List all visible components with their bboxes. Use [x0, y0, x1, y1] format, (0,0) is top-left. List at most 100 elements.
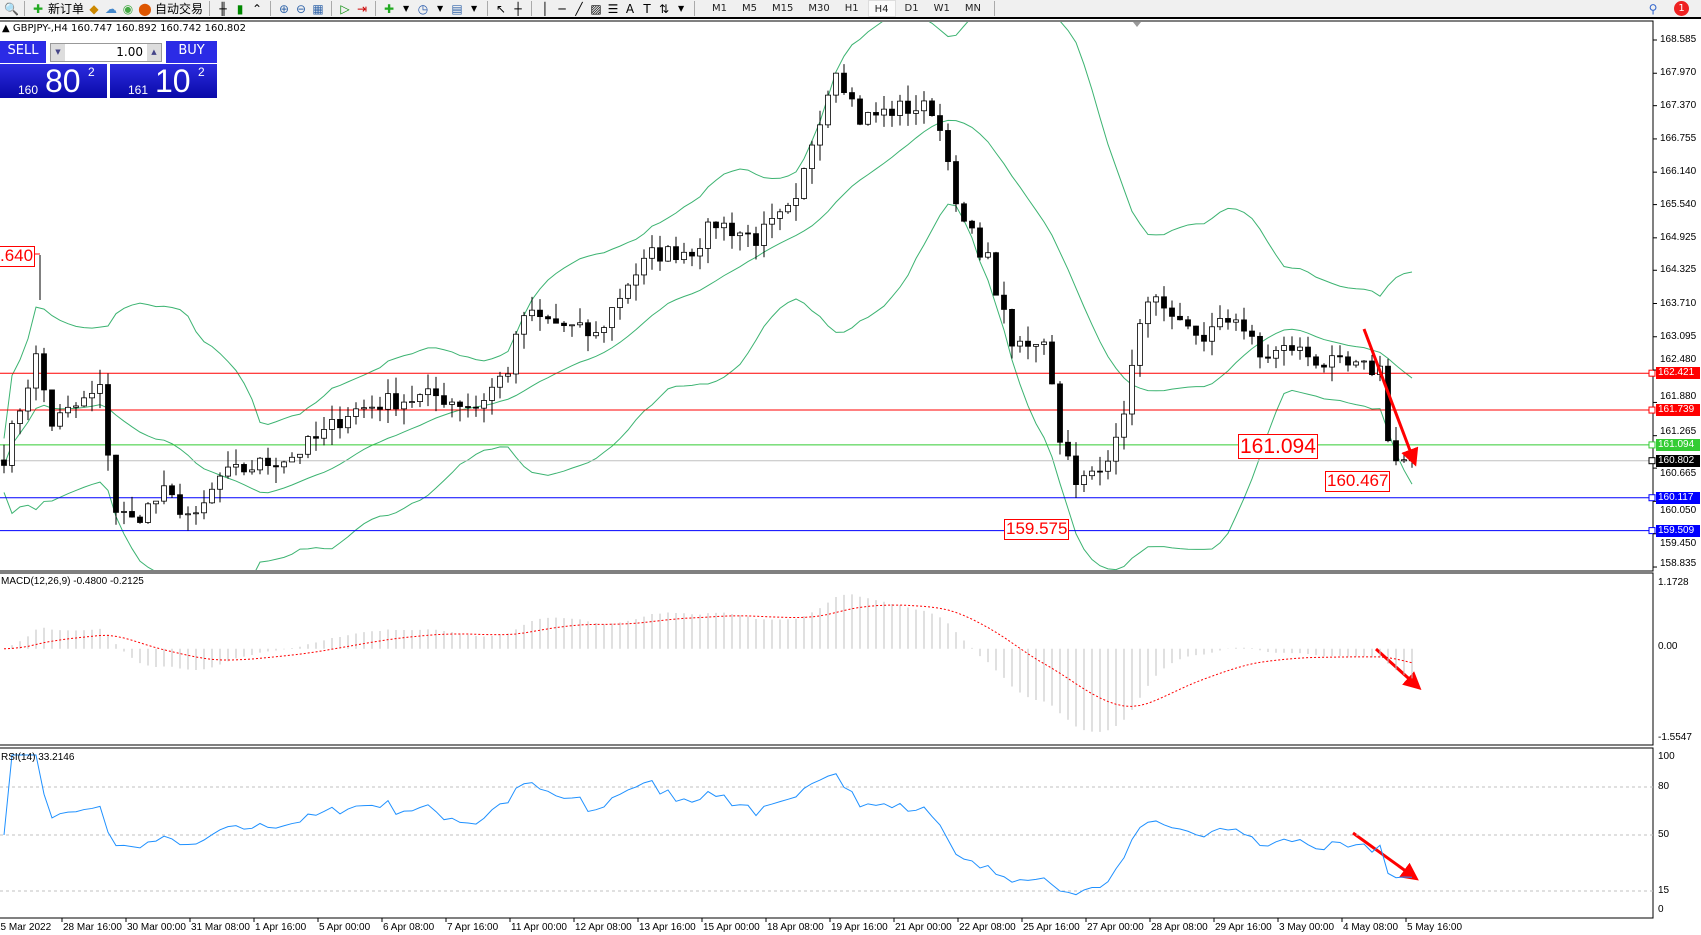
candle-body [265, 457, 271, 467]
new-order-icon: ✚ [32, 1, 44, 16]
candle-body [1065, 441, 1071, 457]
navigator-icon[interactable]: ☁ [105, 1, 118, 16]
candle [169, 483, 175, 499]
candle-body [433, 388, 439, 397]
lot-increase-button[interactable]: ▲ [147, 44, 161, 61]
time-axis-label: 25 Apr 16:00 [1023, 922, 1080, 933]
lot-size-stepper: ▼ 1.00 ▲ [50, 43, 162, 62]
candle [745, 224, 751, 247]
annotation-level[interactable]: 161.094 [1238, 434, 1318, 460]
dropdown-icon[interactable]: ▼ [402, 3, 410, 13]
candle-body [553, 318, 559, 324]
timeframe-m30[interactable]: M30 [808, 3, 830, 14]
separator [331, 1, 333, 16]
macd-label: MACD(12,26,9) -0.4800 -0.2125 [1, 576, 144, 587]
candle-body [233, 464, 239, 468]
candle [1089, 466, 1095, 480]
channel-icon[interactable]: ▨ [590, 1, 602, 16]
candle [545, 314, 551, 324]
auto-trading-button[interactable]: 自动交易 [155, 2, 204, 16]
time-axis-label: 15 Apr 00:00 [703, 922, 760, 933]
signals-icon[interactable]: ◉ [122, 1, 134, 16]
candle-body [1, 459, 7, 466]
lot-size-input[interactable]: 1.00 [116, 45, 143, 59]
candle [1193, 325, 1199, 345]
candle-body [953, 161, 959, 205]
annotation-high[interactable]: .640 [0, 246, 36, 267]
timeframe-m1[interactable]: M1 [712, 3, 728, 14]
cursor-icon[interactable]: ↖ [496, 1, 507, 16]
horizontal-line-icon[interactable]: ─ [558, 1, 566, 16]
rsi-axis-label: 15 [1658, 885, 1670, 896]
candle [505, 366, 511, 383]
indicators-icon[interactable]: ✚ [384, 1, 395, 16]
candle-body [1369, 360, 1375, 376]
candle-body [601, 327, 607, 333]
timeframe-m5[interactable]: M5 [742, 3, 758, 14]
buy-price[interactable]: 161 10 2 [110, 64, 217, 98]
sell-button[interactable]: SELL [0, 41, 46, 63]
candle [1241, 307, 1247, 340]
zoom-in-icon[interactable]: ⊕ [279, 1, 290, 16]
toolbar: 🔍 ✚ 新订单 ◆ ☁ ◉ ⬤ 自动交易 ╫ ▮ ⌃ ⊕ ⊖ ▦ ▷ ⇥ ✚ ▼… [0, 0, 1701, 19]
annotation-swing-low[interactable]: 159.575 [1004, 519, 1070, 540]
candle-body [321, 429, 327, 439]
candle [361, 399, 367, 419]
trendline-icon[interactable]: ╱ [575, 1, 583, 16]
bar-chart-icon[interactable]: ╫ [219, 1, 227, 16]
sell-price[interactable]: 160 80 2 [0, 64, 107, 98]
candle-body [417, 394, 423, 402]
candle-body [1345, 356, 1351, 366]
annotation-recent-low[interactable]: 160.467 [1325, 471, 1391, 492]
candle-body [113, 454, 119, 513]
timeframe-mn[interactable]: MN [964, 3, 981, 14]
chart-shift-icon[interactable]: ⇥ [357, 1, 368, 16]
dropdown-icon[interactable]: ▼ [470, 3, 478, 13]
timeframe-m15[interactable]: M15 [772, 3, 794, 14]
candle-body [1353, 361, 1359, 366]
search-icon[interactable]: ⚲ [1648, 1, 1658, 16]
notification-badge[interactable]: 1 [1674, 1, 1689, 16]
vertical-line-icon[interactable]: │ [541, 1, 549, 16]
dropdown-icon[interactable]: ▼ [677, 3, 685, 13]
candlestick-icon[interactable]: ▮ [236, 1, 244, 16]
timeframe-h4[interactable]: H4 [867, 0, 896, 17]
text-icon[interactable]: A [625, 1, 635, 16]
tile-windows-icon[interactable]: ▦ [312, 1, 324, 16]
dropdown-icon[interactable]: ▼ [436, 3, 444, 13]
candle-body [97, 384, 103, 394]
candle [1369, 354, 1375, 377]
time-axis-label: 30 Mar 00:00 [127, 922, 186, 933]
timeframe-d1[interactable]: D1 [904, 3, 919, 14]
timeframe-w1[interactable]: W1 [933, 3, 950, 14]
zoom-out-icon[interactable]: ⊖ [296, 1, 307, 16]
templates-icon[interactable]: ▤ [451, 1, 463, 16]
candle [1057, 381, 1063, 455]
candle-body [1161, 296, 1167, 309]
time-axis-label: 11 Apr 00:00 [511, 922, 567, 933]
new-order-button[interactable]: 新订单 [48, 2, 85, 16]
candle-body [1305, 346, 1311, 358]
periods-icon[interactable]: ◷ [417, 1, 429, 16]
crosshair-icon[interactable]: ┼ [514, 1, 522, 16]
candle [65, 395, 71, 418]
auto-scroll-icon[interactable]: ▷ [340, 1, 350, 16]
lot-decrease-button[interactable]: ▼ [51, 44, 65, 61]
price-axis-label: 158.835 [1660, 558, 1697, 569]
fibonacci-icon[interactable]: ☰ [607, 1, 619, 16]
text-label-icon[interactable]: T [643, 1, 651, 16]
arrows-icon[interactable]: ⇅ [659, 1, 670, 16]
timeframe-h1[interactable]: H1 [844, 3, 859, 14]
candle [529, 296, 535, 322]
buy-button[interactable]: BUY [166, 41, 217, 63]
candle [489, 378, 495, 415]
candle-body [1057, 383, 1063, 443]
candle [121, 501, 127, 525]
candle [1, 444, 7, 474]
zoom-icon[interactable]: 🔍 [4, 1, 19, 16]
line-chart-icon[interactable]: ⌃ [252, 1, 263, 16]
time-axis-label: 27 Apr 00:00 [1087, 922, 1144, 933]
market-watch-icon[interactable]: ◆ [89, 1, 99, 16]
macd-axis-label: 1.1728 [1658, 577, 1689, 588]
